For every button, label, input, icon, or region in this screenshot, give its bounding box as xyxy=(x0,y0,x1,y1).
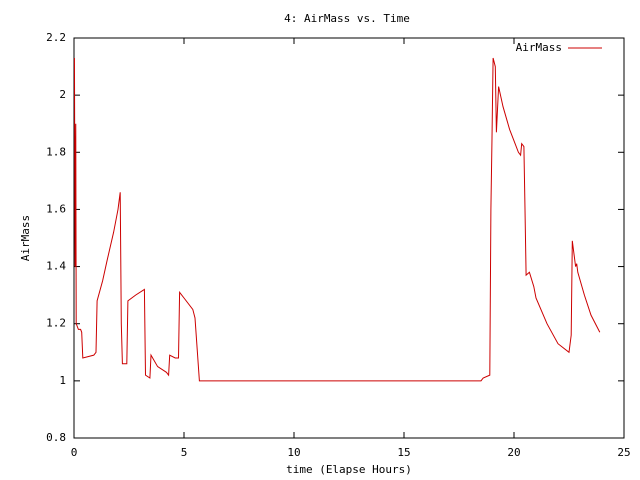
data-line xyxy=(73,57,601,382)
y-tick-label: 1.8 xyxy=(46,145,66,158)
x-tick-label: 5 xyxy=(181,446,188,459)
y-tick-label: 1.4 xyxy=(46,260,66,273)
x-tick-label: 25 xyxy=(617,446,630,459)
chart-title: 4: AirMass vs. Time xyxy=(284,12,410,25)
y-tick-label: 2.2 xyxy=(46,31,66,44)
x-tick-label: 15 xyxy=(397,446,410,459)
y-tick-label: 0.8 xyxy=(46,431,66,444)
x-tick-label: 0 xyxy=(71,446,78,459)
legend-label: AirMass xyxy=(516,41,562,54)
y-axis-label: AirMass xyxy=(19,215,32,261)
x-tick-label: 20 xyxy=(507,446,520,459)
x-axis-label: time (Elapse Hours) xyxy=(286,463,412,476)
y-tick-label: 1.6 xyxy=(46,202,66,215)
plot-border xyxy=(73,37,625,439)
x-tick-label: 10 xyxy=(287,446,300,459)
y-tick-label: 1 xyxy=(59,374,66,387)
y-tick-label: 1.2 xyxy=(46,317,66,330)
y-tick-label: 2 xyxy=(59,88,66,101)
